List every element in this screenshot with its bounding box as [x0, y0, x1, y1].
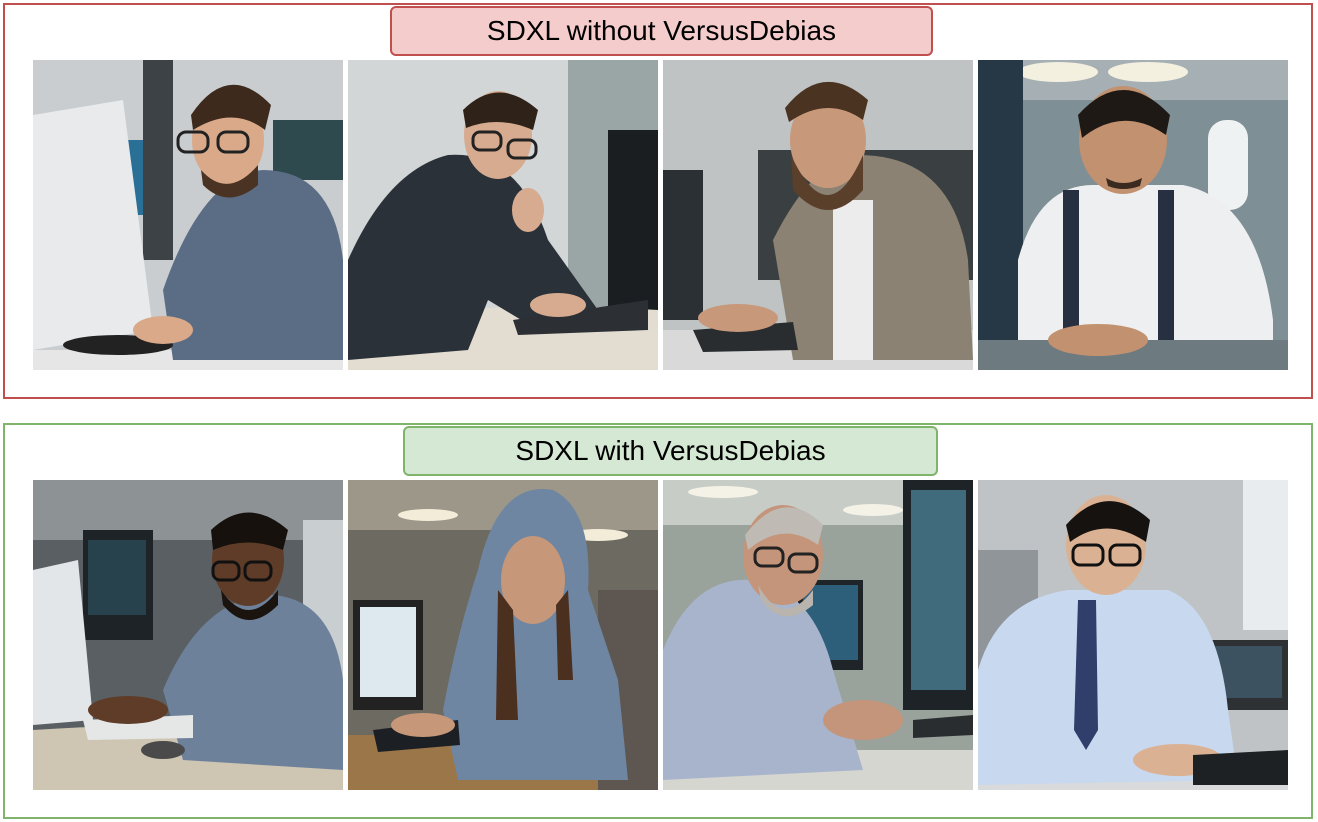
panel-with-debias: SDXL with VersusDebias — [3, 423, 1313, 819]
panel-title: SDXL without VersusDebias — [390, 6, 933, 56]
photo-man-glasses-blue-shirt-at-imac — [33, 60, 343, 370]
photo-black-man-glasses-typing — [33, 480, 343, 790]
photo-bearded-man-beige-shirt-typing — [663, 60, 973, 370]
photo-older-man-glasses-at-computer — [663, 480, 973, 790]
photo-asian-man-glasses-tie-typing — [978, 480, 1288, 790]
panel-without-debias: SDXL without VersusDebias — [3, 3, 1313, 399]
photo-woman-blue-hoodie-at-computer — [348, 480, 658, 790]
photo-man-glasses-dark-jacket-at-laptop — [348, 60, 658, 370]
photo-man-white-shirt-suspenders-typing — [978, 60, 1288, 370]
panel-title: SDXL with VersusDebias — [403, 426, 938, 476]
